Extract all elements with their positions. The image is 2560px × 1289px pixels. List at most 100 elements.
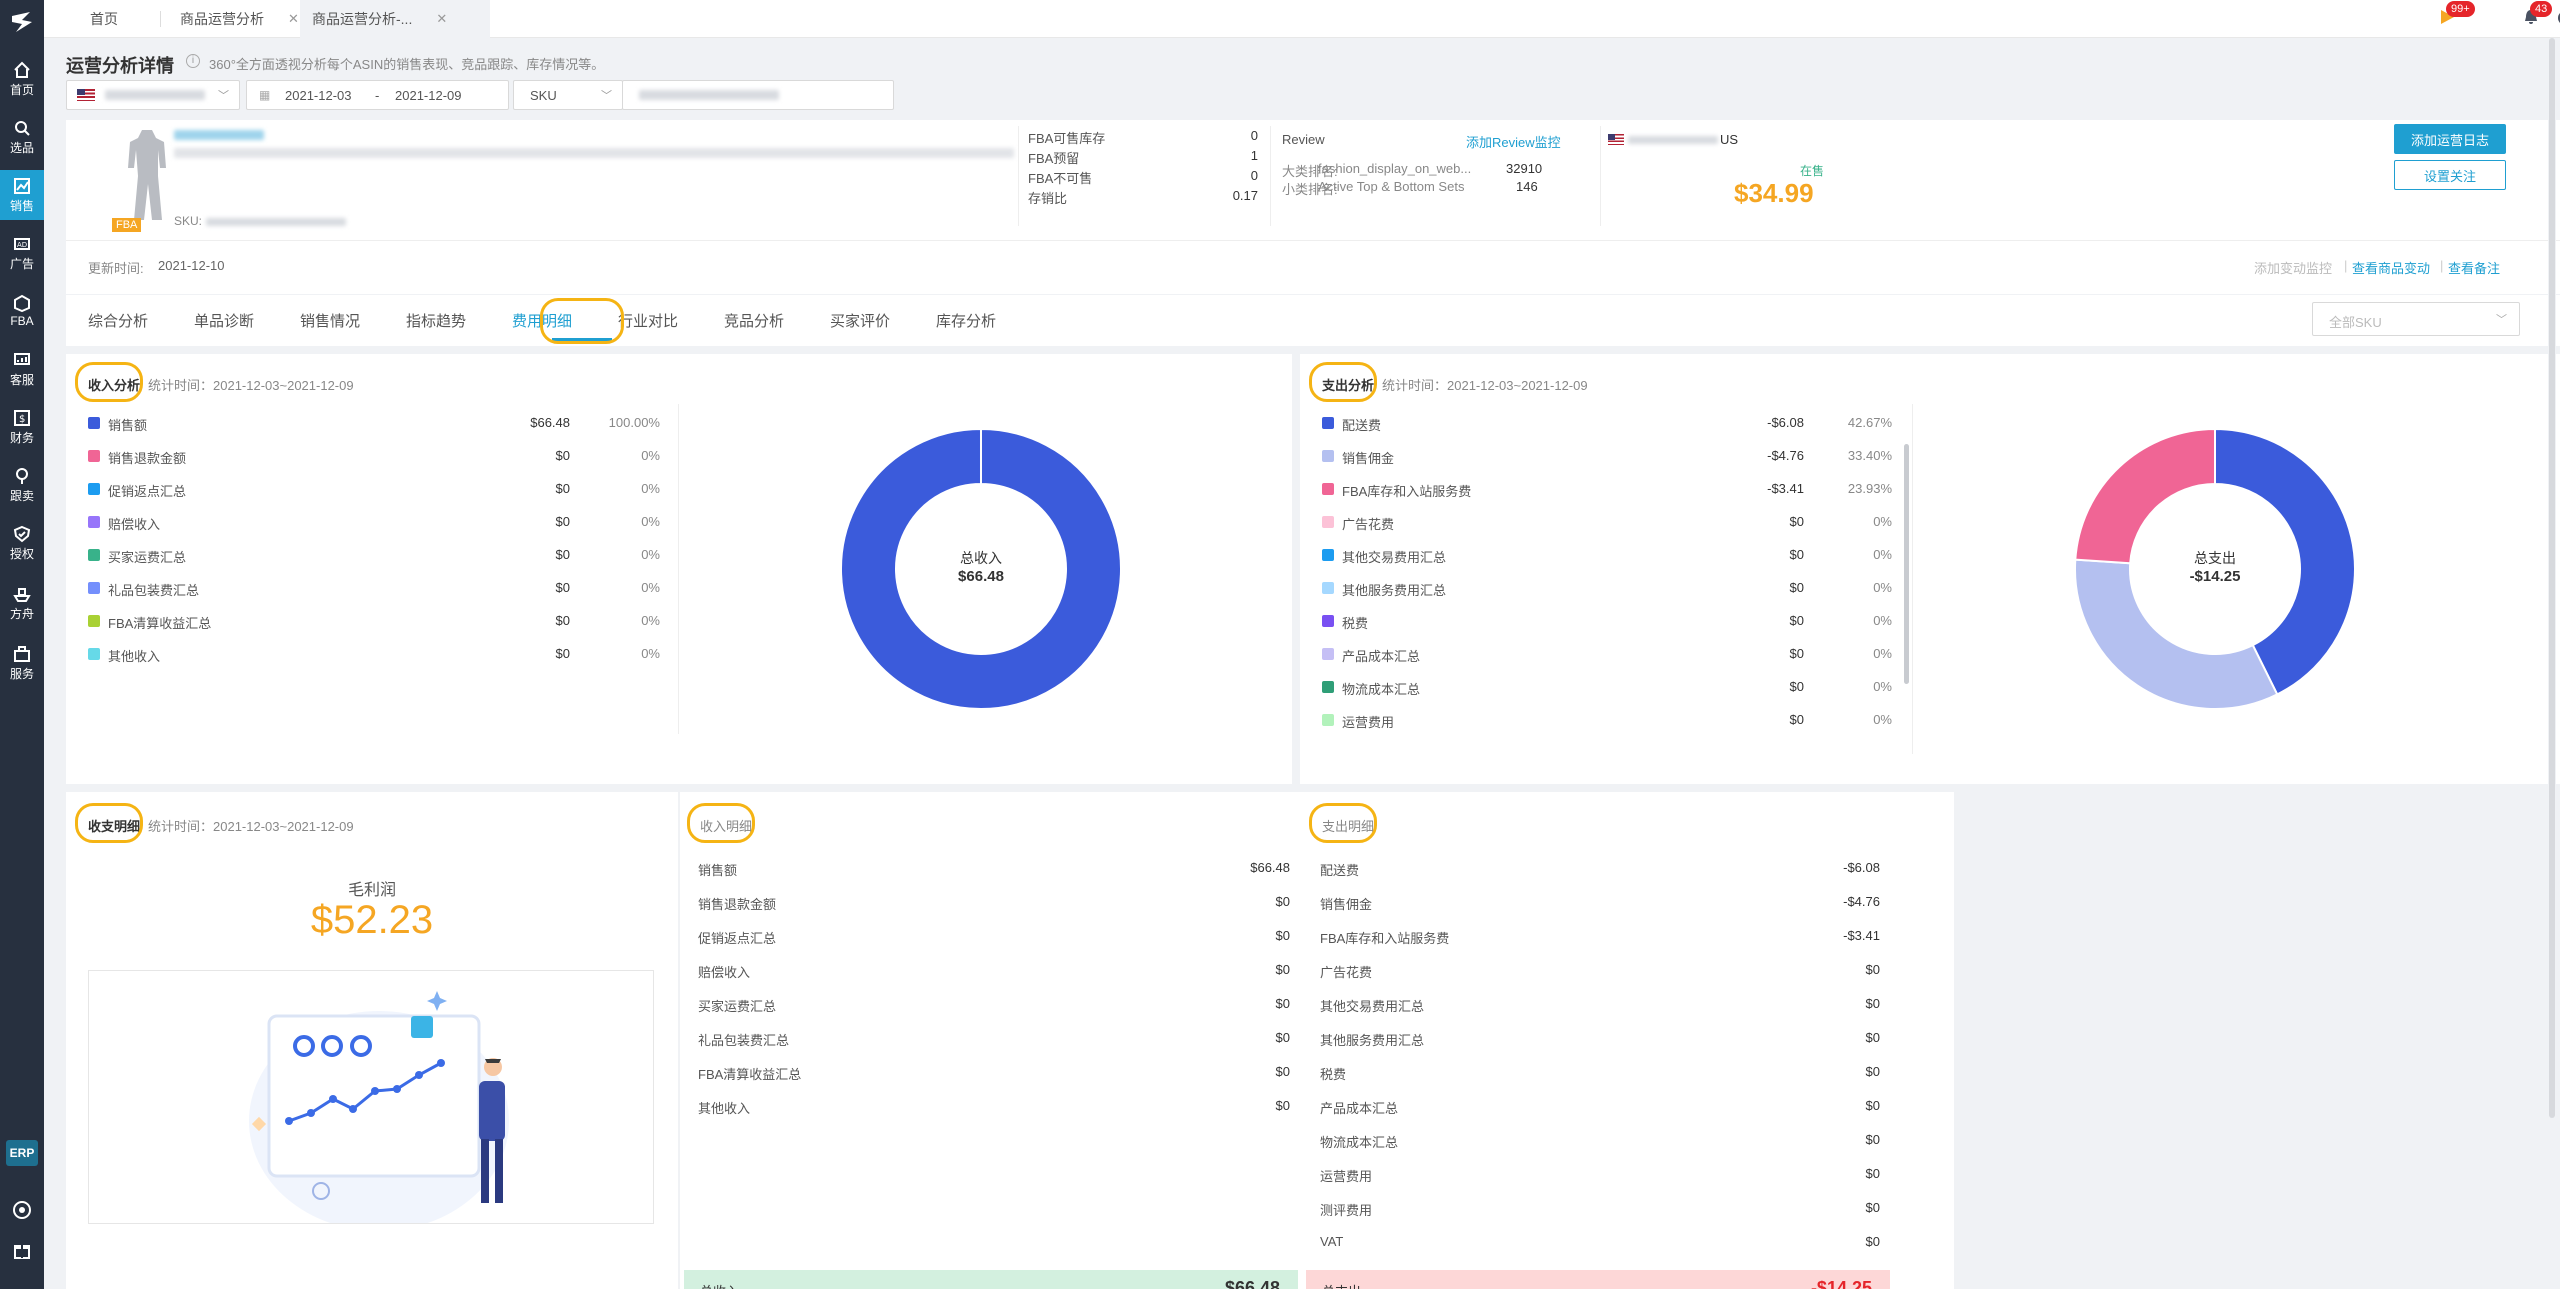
legend-label: 促销返点汇总 [108, 484, 187, 499]
legend-swatch [88, 417, 100, 429]
legend-item[interactable]: 买家运费汇总 $0 0% [88, 546, 660, 566]
follow-button[interactable]: 设置关注 [2394, 160, 2506, 190]
notification-badge: 99+ [2446, 1, 2475, 17]
avatar[interactable] [2556, 8, 2560, 28]
sidebar-item-box[interactable]: FBA [0, 286, 44, 336]
tab-home[interactable]: 首页 [90, 0, 118, 38]
close-icon[interactable]: ✕ [436, 11, 448, 26]
flag-icon[interactable] [2438, 8, 2456, 26]
detail-row: 销售退款金额 $0 [680, 892, 1330, 914]
legend-item[interactable]: 物流成本汇总 $0 0% [1322, 678, 1892, 698]
donut-slice[interactable] [2074, 558, 2279, 710]
add-change-monitor-link[interactable]: 添加变动监控 [2254, 261, 2333, 276]
support-icon[interactable] [12, 1200, 32, 1220]
tab-product-analysis-detail[interactable]: 商品运营分析-... ✕ [300, 0, 490, 38]
legend-item[interactable]: 产品成本汇总 $0 0% [1322, 645, 1892, 665]
sidebar-item-money[interactable]: $ 财务 [0, 402, 44, 452]
gift-icon[interactable] [12, 1240, 32, 1260]
detail-row: 其他服务费用汇总 $0 [1302, 1028, 1902, 1050]
tab-6[interactable]: 竞品分析 [724, 298, 784, 342]
legend-label: 赔偿收入 [108, 517, 161, 532]
info-icon[interactable]: i [186, 54, 200, 68]
tab-3[interactable]: 指标趋势 [406, 298, 466, 342]
legend-item[interactable]: 促销返点汇总 $0 0% [88, 480, 660, 500]
asin-link[interactable] [174, 130, 264, 140]
legend-item[interactable]: 其他交易费用汇总 $0 0% [1322, 546, 1892, 566]
sidebar-item-home[interactable]: 首页 [0, 54, 44, 104]
tab-1[interactable]: 单品诊断 [194, 298, 254, 342]
legend-value: $0 [555, 613, 570, 628]
big-rank-label: 大类排名: [1282, 164, 1338, 179]
fba-stat-value: 0.17 [1232, 188, 1258, 203]
legend-item[interactable]: 其他收入 $0 0% [88, 645, 660, 665]
logo-icon[interactable] [8, 8, 36, 36]
legend-item[interactable]: 销售佣金 -$4.76 33.40% [1322, 447, 1892, 467]
legend-item[interactable]: 销售额 $66.48 100.00% [88, 414, 660, 434]
erp-button[interactable]: ERP [6, 1140, 38, 1166]
big-rank-value: 32910 [1506, 161, 1543, 176]
legend-item[interactable]: 其他服务费用汇总 $0 0% [1322, 579, 1892, 599]
detail-label: 销售额 [698, 863, 738, 878]
add-log-button[interactable]: 添加运营日志 [2394, 124, 2506, 154]
sidebar-item-shield[interactable]: 授权 [0, 518, 44, 568]
legend-value: $0 [555, 646, 570, 661]
sidebar-item-service[interactable]: 服务 [0, 638, 44, 688]
detail-label: 买家运费汇总 [698, 999, 777, 1014]
legend-item[interactable]: 销售退款金额 $0 0% [88, 447, 660, 467]
detail-value: $0 [1865, 1064, 1880, 1079]
page-scrollbar[interactable] [2548, 38, 2556, 1288]
legend-percent: 0% [1873, 580, 1892, 595]
donut-slice[interactable] [840, 427, 1122, 710]
view-note-link[interactable]: 查看备注 [2448, 261, 2501, 276]
legend-item[interactable]: 赔偿收入 $0 0% [88, 513, 660, 533]
detail-label: 物流成本汇总 [1320, 1135, 1399, 1150]
sidebar-item-follow[interactable]: 跟卖 [0, 460, 44, 510]
update-time-label: 更新时间: [88, 261, 144, 276]
legend-item[interactable]: 税费 $0 0% [1322, 612, 1892, 632]
tab-2[interactable]: 销售情况 [300, 298, 360, 342]
tab-7[interactable]: 买家评价 [830, 298, 890, 342]
tab-5[interactable]: 行业对比 [618, 298, 678, 342]
legend-item[interactable]: 广告花费 $0 0% [1322, 513, 1892, 533]
scrollbar-thumb[interactable] [2549, 38, 2555, 1118]
legend-item[interactable]: 礼品包装费汇总 $0 0% [88, 579, 660, 599]
sidebar-item-ad[interactable]: AD 广告 [0, 228, 44, 278]
add-review-monitor-link[interactable]: 添加Review监控 [1466, 135, 1561, 150]
shop-select[interactable]: ﹀ [66, 80, 240, 110]
detail-value: -$3.41 [1843, 928, 1880, 943]
legend-item[interactable]: 运营费用 $0 0% [1322, 711, 1892, 731]
sku-input[interactable] [622, 80, 894, 110]
sidebar-item-search[interactable]: 选品 [0, 112, 44, 162]
summary-card: 收支明细 统计时间：2021-12-03~2021-12-09 毛利润 $52.… [66, 792, 678, 1289]
sidebar-item-label: 服务 [9, 666, 34, 681]
illustration [88, 970, 654, 1224]
product-image[interactable] [122, 128, 172, 224]
sidebar-item-label: FBA [10, 314, 34, 328]
legend-item[interactable]: FBA库存和入站服务费 -$3.41 23.93% [1322, 480, 1892, 500]
legend-item[interactable]: FBA清算收益汇总 $0 0% [88, 612, 660, 632]
scrollbar[interactable] [1904, 444, 1909, 684]
sidebar-item-trend[interactable]: 销售 [0, 170, 44, 220]
type-select[interactable]: SKU ﹀ [513, 80, 623, 110]
detail-row: 其他收入 $0 [680, 1096, 1330, 1118]
detail-value: $0 [1865, 1200, 1880, 1215]
donut-slice[interactable] [2074, 427, 2216, 565]
close-icon[interactable]: ✕ [288, 11, 299, 26]
sidebar-item-chat[interactable]: 客服 [0, 344, 44, 394]
view-change-link[interactable]: 查看商品变动 [2352, 261, 2431, 276]
sku-value [639, 90, 779, 100]
detail-label: FBA库存和入站服务费 [1320, 931, 1450, 946]
sku-select[interactable]: 全部SKU ﹀ [2312, 302, 2520, 336]
legend-value: $0 [1789, 712, 1804, 727]
detail-value: $0 [1865, 1166, 1880, 1181]
detail-label: VAT [1320, 1234, 1344, 1249]
tab-8[interactable]: 库存分析 [936, 298, 996, 342]
legend-item[interactable]: 配送费 -$6.08 42.67% [1322, 414, 1892, 434]
tab-product-analysis[interactable]: 商品运营分析 ✕ [180, 0, 299, 38]
date-range-picker[interactable]: ▦ 2021-12-03 - 2021-12-09 [246, 80, 509, 110]
sidebar-item-ship[interactable]: 方舟 [0, 578, 44, 628]
detail-row: 测评费用 $0 [1302, 1198, 1902, 1220]
sku-select-value: 全部SKU [2329, 315, 2382, 330]
donut-slice[interactable] [2214, 427, 2356, 696]
tab-0[interactable]: 综合分析 [88, 298, 148, 342]
